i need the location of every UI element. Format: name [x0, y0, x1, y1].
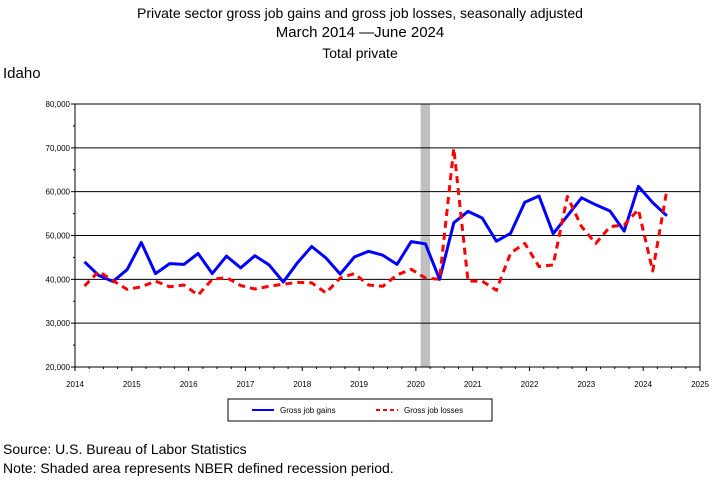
- legend-label: Gross job losses: [404, 406, 463, 415]
- plot-frame: [74, 103, 701, 368]
- date-to: June 2024: [374, 24, 445, 41]
- y-tick-label: 30,000: [46, 319, 71, 328]
- legend-box: [227, 398, 493, 422]
- x-tick-label: 2021: [464, 380, 482, 389]
- x-tick-label: 2025: [691, 380, 709, 389]
- chart-title: Private sector gross job gains and gross…: [137, 5, 583, 21]
- x-tick-label: 2018: [293, 380, 311, 389]
- y-tick-label: 50,000: [46, 232, 71, 241]
- region-label: Idaho: [3, 65, 41, 82]
- x-tick-label: 2024: [634, 380, 652, 389]
- x-tick-label: 2019: [350, 380, 368, 389]
- x-tick-label: 2020: [407, 380, 425, 389]
- legend-label: Gross job gains: [280, 406, 336, 415]
- x-tick-label: 2015: [123, 380, 141, 389]
- gross-job-gains-line: [83, 184, 668, 284]
- y-tick-label: 40,000: [46, 275, 71, 284]
- source-note: Source: U.S. Bureau of Labor Statistics: [3, 441, 247, 457]
- chart-subtitle: Total private: [322, 45, 398, 61]
- y-tick-label: 20,000: [46, 363, 71, 372]
- x-tick-label: 2023: [577, 380, 595, 389]
- date-from: March 2014: [275, 24, 355, 41]
- dash-separator: —: [359, 24, 375, 41]
- x-tick-label: 2014: [66, 380, 84, 389]
- x-tick-label: 2016: [180, 380, 198, 389]
- y-tick-label: 60,000: [46, 188, 71, 197]
- x-tick-label: 2017: [237, 380, 255, 389]
- y-tick-label: 70,000: [46, 144, 71, 153]
- gross-job-losses-line: [83, 146, 669, 297]
- date-range: March 2014 —June 2024: [0, 24, 720, 41]
- recession-note: Note: Shaded area represents NBER define…: [3, 460, 394, 476]
- x-tick-label: 2022: [521, 380, 539, 389]
- y-tick-label: 80,000: [46, 100, 71, 109]
